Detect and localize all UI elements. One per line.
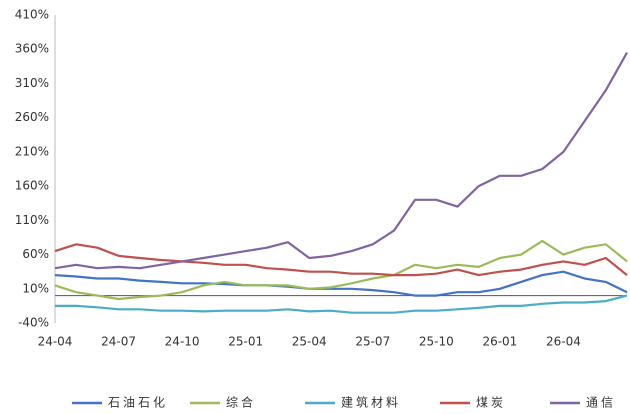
series-line <box>54 243 628 277</box>
x-tick-label: 26-04 <box>546 335 581 349</box>
legend-label: 石油石化 <box>108 396 168 410</box>
series-line <box>54 52 628 270</box>
legend-label: 建筑材料 <box>341 395 401 410</box>
legend-label: 通信 <box>586 396 616 410</box>
x-tick-label: 25-07 <box>355 335 390 349</box>
legend-label: 综合 <box>226 395 256 410</box>
x-tick-label: 24-04 <box>38 335 73 349</box>
x-tick-label: 24-07 <box>101 335 136 349</box>
y-tick-label: 310% <box>15 76 49 90</box>
x-tick-label: 26-01 <box>482 335 517 349</box>
y-tick-label: -40% <box>18 316 49 330</box>
y-tick-label: 410% <box>15 8 49 22</box>
x-tick-label: 24-10 <box>165 335 200 349</box>
y-tick-label: 260% <box>15 110 49 124</box>
series-line <box>55 294 628 314</box>
x-tick-label: 25-10 <box>419 335 454 349</box>
legend-label: 煤炭 <box>476 396 506 410</box>
y-tick-label: 60% <box>22 247 49 261</box>
y-tick-label: 160% <box>15 179 49 193</box>
series-line <box>54 239 628 301</box>
x-tick-label: 25-01 <box>228 335 263 349</box>
series-line <box>54 270 628 297</box>
y-tick-label: 10% <box>22 281 49 295</box>
x-tick-label: 25-04 <box>292 335 327 349</box>
y-tick-label: 110% <box>15 213 49 227</box>
y-tick-label: 360% <box>15 42 49 56</box>
y-tick-label: 210% <box>15 144 49 158</box>
